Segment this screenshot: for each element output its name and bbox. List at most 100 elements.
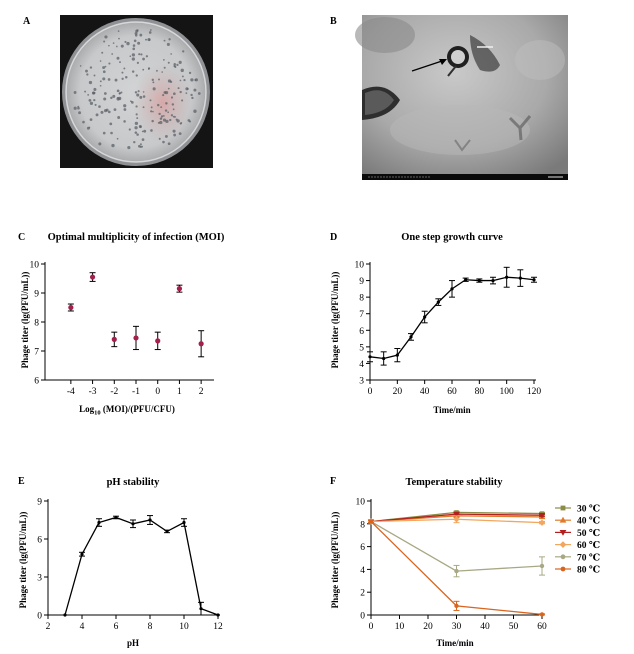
plaque-dot	[150, 129, 153, 132]
plaque-dot	[111, 143, 115, 148]
plaque-dot	[118, 92, 121, 95]
series-line-E	[64, 516, 219, 616]
plaque-dot	[142, 95, 146, 98]
plaque-dot	[190, 78, 194, 82]
plaque-dot	[164, 134, 168, 138]
data-point	[560, 554, 566, 560]
plaque-dot	[162, 140, 165, 144]
data-point	[97, 520, 101, 525]
plaque-dot	[147, 37, 151, 42]
plaque-dot	[173, 133, 177, 137]
plaque-dot	[99, 84, 102, 87]
y-tick-label: 3	[37, 574, 42, 584]
x-tick-label: 2	[199, 387, 204, 397]
data-point	[133, 335, 139, 341]
plaque-dot	[116, 137, 119, 140]
data-point	[198, 341, 204, 347]
plaque-dot	[84, 90, 87, 93]
plaque-dot	[101, 51, 104, 54]
chart-d-ylabel: Phage titer (lg(PFU/mL))	[330, 272, 340, 369]
panel-label-e: E	[18, 476, 25, 487]
plaque-dot	[123, 120, 126, 123]
plaque-dot	[170, 96, 174, 99]
y-tick-label: 0	[360, 612, 365, 622]
data-point	[450, 287, 454, 291]
data-point	[368, 519, 374, 524]
moi-chart: 6 7 8 9 10 -4 -3 -2 -1 0 1 2	[30, 261, 214, 397]
y-tick-label: 8	[359, 294, 364, 304]
plaque-dot	[172, 108, 175, 111]
plaque-dot	[124, 40, 127, 43]
plaque-dot	[171, 103, 175, 106]
data-point	[538, 513, 546, 519]
x-tick-label: 80	[475, 387, 485, 397]
y-tick-label: 8	[34, 319, 39, 329]
panel-label-b: B	[330, 16, 337, 27]
plaque-dot	[104, 65, 107, 68]
plaque-dot	[158, 112, 161, 116]
data-point	[559, 530, 567, 536]
plaque-dot	[85, 69, 88, 73]
x-tick-label: 2	[46, 622, 51, 632]
plaque-dot	[186, 87, 189, 90]
plaque-dot	[168, 38, 171, 41]
data-point	[505, 275, 509, 279]
x-tick-label: 60	[537, 622, 547, 632]
plaque-dot	[182, 50, 185, 53]
plaque-dot	[167, 142, 171, 146]
plaque-dot	[102, 131, 106, 135]
plaque-dot	[137, 41, 141, 45]
plaque-dot	[109, 122, 113, 126]
arrow-line	[411, 59, 446, 72]
plaque-dot	[167, 87, 170, 90]
plaque-dot	[159, 120, 163, 125]
plaque-dot	[123, 108, 127, 111]
plaque-dot	[116, 89, 120, 93]
y-tick-label: 7	[34, 348, 39, 358]
plaque-dot	[170, 53, 172, 55]
plaque-dot	[131, 53, 136, 57]
plaque-dot	[152, 110, 154, 113]
data-point	[80, 552, 84, 556]
plaque-dot	[162, 94, 165, 97]
plaque-dot	[117, 96, 122, 101]
plaque-dot	[157, 121, 160, 124]
plaque-dot	[121, 77, 124, 80]
x-tick-label: -1	[132, 387, 140, 397]
plaque-dot	[139, 143, 142, 146]
y-tick-label: 10	[355, 261, 365, 271]
x-tick-label: 0	[155, 387, 160, 397]
plaque-dot	[177, 87, 180, 90]
plaque-dot	[127, 146, 131, 150]
plaque-dot	[133, 140, 136, 144]
plaque-dot	[126, 41, 130, 46]
plaque-dot	[141, 130, 144, 133]
chart-c-title: Optimal multiplicity of infection (MOI)	[48, 232, 225, 243]
plaque-dot	[118, 37, 120, 40]
chart-e-ylabel: Phage titer (lg(PFU/mL))	[18, 512, 28, 609]
data-point	[165, 529, 169, 534]
y-tick-label: 9	[34, 290, 39, 300]
petri-dish-photo	[60, 15, 213, 168]
plaque-dot	[77, 105, 80, 108]
data-point	[559, 541, 567, 548]
plaque-dot	[103, 97, 107, 101]
plaque-dot	[110, 131, 113, 135]
plaque-dot	[102, 77, 106, 81]
x-tick-label: 30	[452, 622, 462, 632]
data-point	[111, 336, 117, 342]
plaque-dot	[141, 138, 145, 141]
arrow-head-icon	[439, 59, 447, 65]
plaque-dot	[158, 137, 161, 140]
data-point	[532, 278, 536, 282]
plaque-dot	[160, 115, 164, 118]
plaque-dot	[99, 80, 102, 83]
plaque-dot	[150, 106, 153, 109]
data-point	[539, 563, 545, 569]
data-point	[368, 355, 372, 359]
plaque-dot	[134, 32, 138, 35]
data-point	[477, 278, 481, 283]
y-tick-label: 2	[360, 589, 365, 599]
data-point	[114, 515, 118, 520]
data-point	[155, 338, 161, 344]
